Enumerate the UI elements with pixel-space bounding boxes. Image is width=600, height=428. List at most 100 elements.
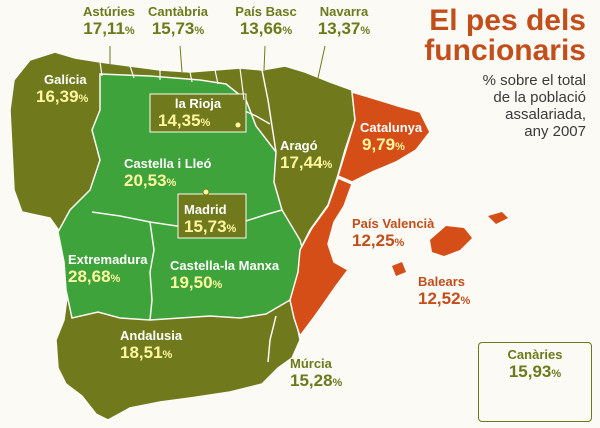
region-value-line: 9,79% <box>360 135 422 157</box>
region-value: 15,28 <box>290 371 333 390</box>
label-leader-lines <box>109 45 326 79</box>
region-value: 13,37 <box>317 19 361 38</box>
region-border-north <box>99 61 245 101</box>
percent-sign: % <box>395 141 405 153</box>
region-value-line: 17,44% <box>280 153 332 175</box>
label-canaries: Canàries 15,93% <box>479 347 591 384</box>
region-border-arago <box>261 69 277 153</box>
region-value-line: 13,37% <box>308 19 380 41</box>
region-value: 18,51 <box>120 343 163 362</box>
percent-sign: % <box>166 177 177 189</box>
region-value-line: 28,68% <box>68 267 147 289</box>
percent-sign: % <box>162 349 173 361</box>
percent-sign: % <box>124 25 135 37</box>
map-subtitle: % sobre el total de la població assalari… <box>426 72 586 140</box>
label-balears: Balears 12,52% <box>418 274 470 311</box>
la-rioja-region-shape <box>149 93 247 133</box>
title-line-1: El pes dels <box>429 4 586 37</box>
label-andalusia: Andalusia 18,51% <box>120 328 182 365</box>
madrid-region-shape <box>177 193 247 239</box>
label-la-rioja: la Rioja 14,35% <box>150 96 246 133</box>
region-value-line: 13,66% <box>228 19 304 41</box>
percent-sign: % <box>394 237 405 249</box>
region-value-line: 12,25% <box>352 231 440 253</box>
region-name: la Rioja <box>174 96 222 111</box>
balears-island-menorca <box>488 212 508 224</box>
percent-sign: % <box>360 25 371 37</box>
region-value: 12,25 <box>352 231 395 250</box>
label-castella-lleo: Castella i Lleó 20,53% <box>124 156 211 193</box>
region-value-line: 16,39% <box>36 87 88 109</box>
region-value-line: 14,35% <box>150 111 246 133</box>
percent-sign: % <box>110 273 121 285</box>
region-name: Astúries <box>82 4 136 19</box>
region-name: Aragó <box>280 138 318 153</box>
balears-island-eivissa <box>392 262 406 276</box>
region-value-line: 17,11% <box>74 19 144 41</box>
region-value-line: 15,73% <box>142 19 214 41</box>
subtitle-line-1: % sobre el total <box>482 72 586 89</box>
region-name: Madrid <box>184 202 227 217</box>
subtitle-line-2: de la població <box>493 89 586 106</box>
capital-dot-rioja <box>234 121 242 129</box>
region-name: Múrcia <box>290 356 332 371</box>
percent-sign: % <box>226 223 237 235</box>
balears-island-mallorca <box>430 226 472 256</box>
label-extremadura: Extremadura 28,68% <box>68 252 147 289</box>
region-name: Canàries <box>507 347 563 362</box>
region-name: Castella i Lleó <box>124 156 212 171</box>
percent-sign: % <box>194 25 205 37</box>
region-shape-pais-valencia <box>289 176 353 338</box>
label-arago: Aragó 17,44% <box>280 138 332 175</box>
label-navarra: Navarra 13,37% <box>308 4 380 41</box>
region-name: Andalusia <box>120 328 183 343</box>
region-border-extremadura <box>149 221 155 321</box>
region-value: 15,73 <box>184 217 227 236</box>
percent-sign: % <box>551 368 562 380</box>
percent-sign: % <box>200 117 211 129</box>
percent-sign: % <box>212 279 223 291</box>
region-value: 14,35 <box>158 111 201 130</box>
region-name: Cantàbria <box>148 4 208 19</box>
subtitle-line-3: assalariada, <box>505 106 586 123</box>
title-line-2: funcionaris <box>424 34 586 67</box>
region-value-line: 12,52% <box>418 289 470 311</box>
region-value: 15,93 <box>508 362 552 381</box>
region-value-line: 15,93% <box>479 362 591 384</box>
region-value: 19,50 <box>170 273 213 292</box>
region-name: Galícia <box>44 72 87 87</box>
region-name: Extremadura <box>68 252 148 267</box>
canaries-inset: Canàries 15,93% <box>478 342 592 422</box>
percent-sign: % <box>322 159 333 171</box>
region-value: 20,53 <box>124 171 167 190</box>
region-name: País Valencià <box>352 216 435 231</box>
region-value: 15,73 <box>151 19 195 38</box>
region-name: País Basc <box>235 4 297 19</box>
label-murcia: Múrcia 15,28% <box>290 356 342 393</box>
map-title: El pes dels funcionaris <box>424 6 586 66</box>
region-shape-catalunya <box>337 90 431 183</box>
percent-sign: % <box>460 295 471 307</box>
label-castella-manxa: Castella-la Manxa 19,50% <box>170 258 279 295</box>
label-galicia: Galícia 16,39% <box>36 72 88 109</box>
region-value-line: 18,51% <box>120 343 182 365</box>
label-madrid: Madrid 15,73% <box>184 202 236 239</box>
region-value: 17,11 <box>83 19 125 38</box>
region-border-andalusia <box>267 315 277 363</box>
region-name: Catalunya <box>360 120 423 135</box>
capital-dot-madrid <box>202 188 210 196</box>
percent-sign: % <box>282 25 293 37</box>
label-pais-valencia: País Valencià 12,25% <box>352 216 440 253</box>
region-name: Navarra <box>319 4 369 19</box>
region-name: Balears <box>418 274 465 289</box>
region-value-line: 15,73% <box>184 217 236 239</box>
region-value: 16,39 <box>36 87 79 106</box>
region-value-line: 20,53% <box>124 171 211 193</box>
region-name: Castella-la Manxa <box>170 258 280 273</box>
region-value: 13,66 <box>239 19 283 38</box>
region-value-line: 19,50% <box>170 273 279 295</box>
region-value: 12,52 <box>418 289 461 308</box>
region-value-line: 15,28% <box>290 371 342 393</box>
